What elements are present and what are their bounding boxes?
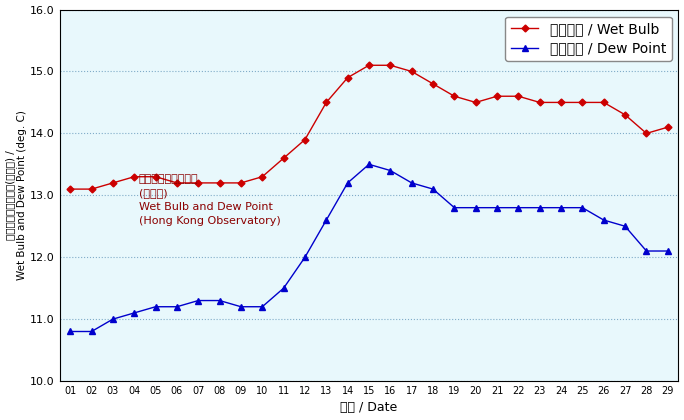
露點温度 / Dew Point <box>343 180 352 185</box>
湿球温度 / Wet Bulb <box>343 75 352 80</box>
露點温度 / Dew Point <box>600 218 608 223</box>
湿球温度 / Wet Bulb <box>386 63 395 68</box>
Text: 湿球温度及露點温度
(天文台)
Wet Bulb and Dew Point
(Hong Kong Observatory): 湿球温度及露點温度 (天文台) Wet Bulb and Dew Point (… <box>138 173 280 226</box>
露點温度 / Dew Point <box>130 310 138 315</box>
露點温度 / Dew Point <box>557 205 565 210</box>
Line: 湿球温度 / Wet Bulb: 湿球温度 / Wet Bulb <box>68 63 670 192</box>
露點温度 / Dew Point <box>429 186 437 192</box>
湿球温度 / Wet Bulb <box>88 186 96 192</box>
露點温度 / Dew Point <box>66 329 75 334</box>
湿球温度 / Wet Bulb <box>237 180 245 185</box>
露點温度 / Dew Point <box>215 298 224 303</box>
露點温度 / Dew Point <box>237 304 245 309</box>
湿球温度 / Wet Bulb <box>408 69 416 74</box>
湿球温度 / Wet Bulb <box>429 81 437 87</box>
露點温度 / Dew Point <box>365 162 373 167</box>
湿球温度 / Wet Bulb <box>450 94 458 99</box>
湿球温度 / Wet Bulb <box>557 100 565 105</box>
露點温度 / Dew Point <box>493 205 501 210</box>
露點温度 / Dew Point <box>578 205 586 210</box>
露點温度 / Dew Point <box>322 218 330 223</box>
露點温度 / Dew Point <box>663 249 672 254</box>
X-axis label: 日期 / Date: 日期 / Date <box>341 402 397 415</box>
湿球温度 / Wet Bulb <box>301 137 309 142</box>
湿球温度 / Wet Bulb <box>280 156 288 161</box>
露點温度 / Dew Point <box>471 205 479 210</box>
露點温度 / Dew Point <box>194 298 202 303</box>
露點温度 / Dew Point <box>450 205 458 210</box>
露點温度 / Dew Point <box>280 286 288 291</box>
露點温度 / Dew Point <box>514 205 523 210</box>
湿球温度 / Wet Bulb <box>130 174 138 179</box>
露點温度 / Dew Point <box>301 255 309 260</box>
湿球温度 / Wet Bulb <box>471 100 479 105</box>
湿球温度 / Wet Bulb <box>322 100 330 105</box>
Legend: 湿球温度 / Wet Bulb, 露點温度 / Dew Point: 湿球温度 / Wet Bulb, 露點温度 / Dew Point <box>505 16 672 61</box>
湿球温度 / Wet Bulb <box>642 131 650 136</box>
露點温度 / Dew Point <box>151 304 159 309</box>
露點温度 / Dew Point <box>88 329 96 334</box>
湿球温度 / Wet Bulb <box>215 180 224 185</box>
湿球温度 / Wet Bulb <box>536 100 544 105</box>
露點温度 / Dew Point <box>258 304 266 309</box>
Y-axis label: 湿球温度及露點温度(攝氏度) /
Wet Bulb and Dew Point (deg. C): 湿球温度及露點温度(攝氏度) / Wet Bulb and Dew Point … <box>5 110 27 280</box>
露點温度 / Dew Point <box>642 249 650 254</box>
湿球温度 / Wet Bulb <box>66 186 75 192</box>
露點温度 / Dew Point <box>386 168 395 173</box>
湿球温度 / Wet Bulb <box>194 180 202 185</box>
露點温度 / Dew Point <box>109 317 117 322</box>
露點温度 / Dew Point <box>408 180 416 185</box>
露點温度 / Dew Point <box>536 205 544 210</box>
湿球温度 / Wet Bulb <box>578 100 586 105</box>
湿球温度 / Wet Bulb <box>663 125 672 130</box>
湿球温度 / Wet Bulb <box>600 100 608 105</box>
湿球温度 / Wet Bulb <box>173 180 181 185</box>
露點温度 / Dew Point <box>621 224 629 229</box>
湿球温度 / Wet Bulb <box>621 112 629 117</box>
湿球温度 / Wet Bulb <box>365 63 373 68</box>
湿球温度 / Wet Bulb <box>151 174 159 179</box>
Line: 露點温度 / Dew Point: 露點温度 / Dew Point <box>67 161 671 335</box>
湿球温度 / Wet Bulb <box>493 94 501 99</box>
湿球温度 / Wet Bulb <box>514 94 523 99</box>
露點温度 / Dew Point <box>173 304 181 309</box>
湿球温度 / Wet Bulb <box>109 180 117 185</box>
湿球温度 / Wet Bulb <box>258 174 266 179</box>
